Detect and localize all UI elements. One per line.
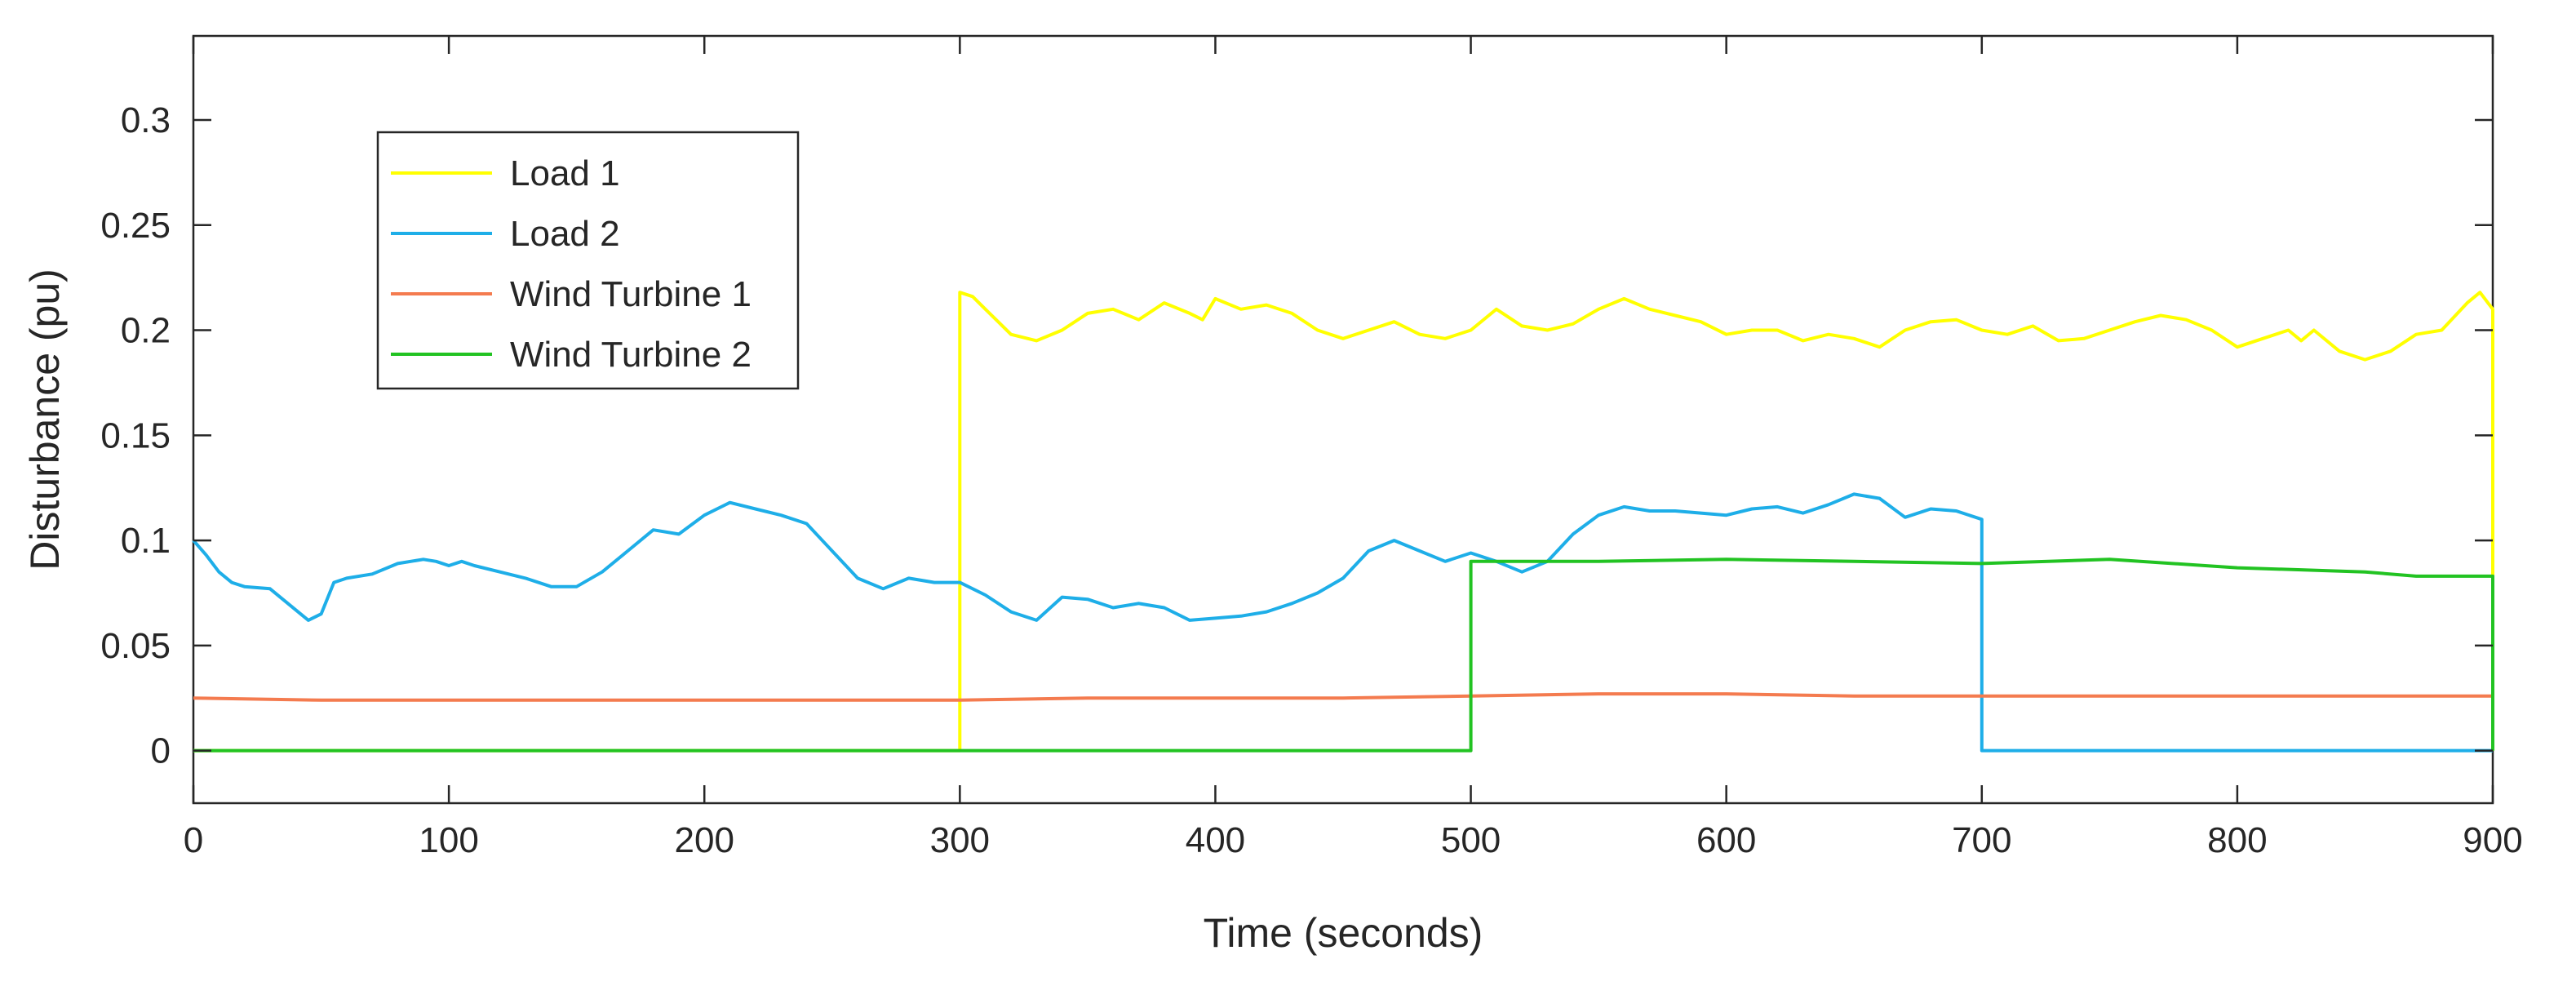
y-tick-label: 0.15 [100, 415, 171, 455]
legend-label-load-2: Load 2 [510, 214, 620, 254]
y-tick-label: 0.05 [100, 626, 171, 666]
y-tick-label: 0.3 [121, 100, 171, 140]
x-tick-label: 600 [1696, 820, 1756, 860]
x-tick-label: 500 [1441, 820, 1501, 860]
series-line-load-1 [193, 291, 2494, 753]
x-tick-label: 100 [419, 820, 478, 860]
series-line-wind-turbine-2 [193, 557, 2494, 753]
axis-ticks: 0 100 200 300 400 500 600 700 800 900 0 0.05 0.1 0.15… [100, 36, 2523, 860]
x-tick-label: 200 [675, 820, 734, 860]
y-tick-label: 0.1 [121, 521, 171, 561]
x-axis-title: Time (seconds) [1204, 910, 1483, 956]
legend-box [376, 131, 800, 390]
series-line-wind-turbine-1 [193, 692, 2493, 702]
x-tick-label: 900 [2463, 820, 2522, 860]
legend: Load 1 Load 2 Wind Turbine 1 Wind Turbine 2 [376, 131, 800, 390]
series-lines [192, 291, 2494, 753]
y-tick-label: 0.25 [100, 206, 171, 246]
y-axis-title: Disturbance (pu) [22, 269, 68, 571]
series-line-load-2 [192, 492, 2493, 753]
x-tick-label: 700 [1952, 820, 2011, 860]
legend-label-load-1: Load 1 [510, 153, 620, 193]
x-tick-label: 800 [2207, 820, 2267, 860]
x-tick-label: 300 [930, 820, 990, 860]
x-tick-label: 0 [184, 820, 203, 860]
legend-label-wind-turbine-1: Wind Turbine 1 [510, 274, 752, 314]
legend-label-wind-turbine-2: Wind Turbine 2 [510, 335, 752, 375]
x-tick-label: 400 [1186, 820, 1245, 860]
y-tick-label: 0 [151, 731, 171, 771]
y-tick-label: 0.2 [121, 311, 171, 351]
